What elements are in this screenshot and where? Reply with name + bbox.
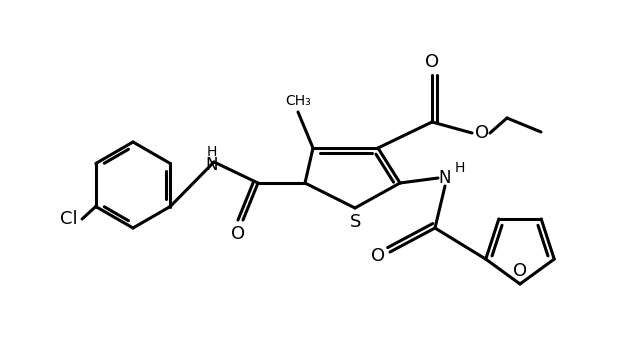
Text: O: O bbox=[513, 262, 527, 280]
Text: N: N bbox=[205, 156, 218, 174]
Text: O: O bbox=[231, 225, 245, 243]
Text: H: H bbox=[455, 161, 465, 175]
Text: O: O bbox=[475, 124, 489, 142]
Text: O: O bbox=[425, 53, 439, 71]
Text: N: N bbox=[439, 169, 451, 187]
Text: H: H bbox=[207, 145, 217, 159]
Text: CH₃: CH₃ bbox=[285, 94, 311, 108]
Text: S: S bbox=[350, 213, 362, 231]
Text: Cl: Cl bbox=[60, 210, 78, 228]
Text: O: O bbox=[371, 247, 385, 265]
